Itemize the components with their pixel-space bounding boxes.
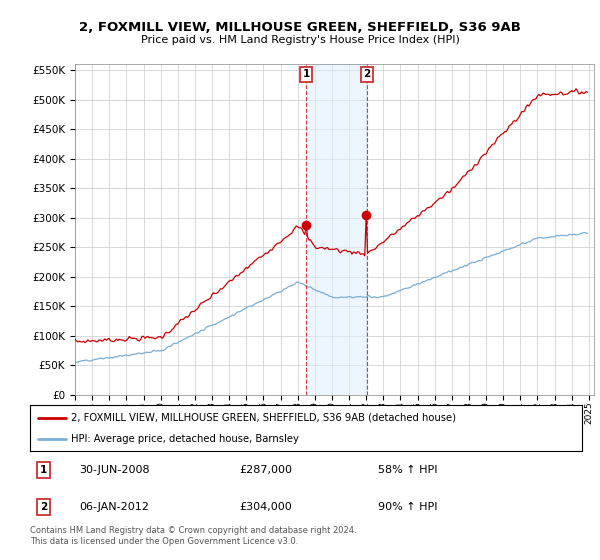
Text: Contains HM Land Registry data © Crown copyright and database right 2024.
This d: Contains HM Land Registry data © Crown c… [30, 526, 356, 546]
Text: 2: 2 [363, 69, 370, 80]
Text: 06-JAN-2012: 06-JAN-2012 [80, 502, 149, 512]
Text: 2, FOXMILL VIEW, MILLHOUSE GREEN, SHEFFIELD, S36 9AB (detached house): 2, FOXMILL VIEW, MILLHOUSE GREEN, SHEFFI… [71, 413, 457, 423]
Text: 30-JUN-2008: 30-JUN-2008 [80, 465, 151, 475]
Text: £287,000: £287,000 [240, 465, 293, 475]
Text: 1: 1 [302, 69, 310, 80]
Text: 90% ↑ HPI: 90% ↑ HPI [378, 502, 437, 512]
Text: £304,000: £304,000 [240, 502, 293, 512]
Text: HPI: Average price, detached house, Barnsley: HPI: Average price, detached house, Barn… [71, 435, 299, 444]
Text: Price paid vs. HM Land Registry's House Price Index (HPI): Price paid vs. HM Land Registry's House … [140, 35, 460, 45]
Text: 1: 1 [40, 465, 47, 475]
Bar [306, 64, 367, 395]
Text: 2, FOXMILL VIEW, MILLHOUSE GREEN, SHEFFIELD, S36 9AB: 2, FOXMILL VIEW, MILLHOUSE GREEN, SHEFFI… [79, 21, 521, 34]
Text: 58% ↑ HPI: 58% ↑ HPI [378, 465, 437, 475]
Text: 2: 2 [40, 502, 47, 512]
